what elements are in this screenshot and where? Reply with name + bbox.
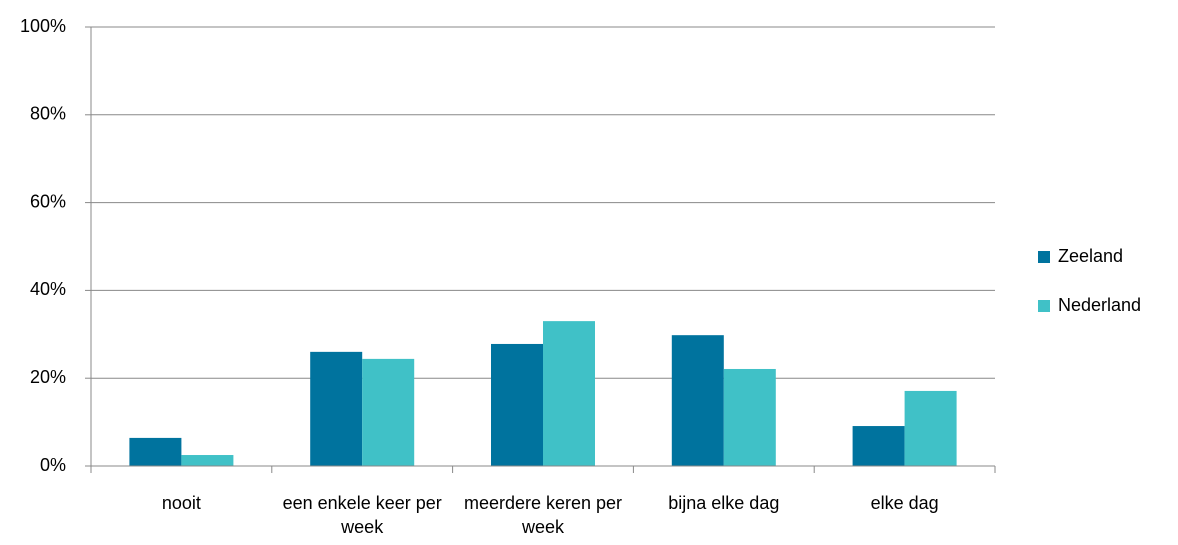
x-tick-label: elke dag [870,493,939,513]
bar [181,455,234,466]
y-tick-label: 40% [30,279,66,299]
bar [671,335,724,466]
bar [852,426,905,466]
y-tick-label: 80% [30,104,66,124]
y-tick-label: 60% [30,191,66,211]
bar [543,321,595,466]
x-tick-label: een enkele keer per week [282,493,442,537]
x-tick-label: meerdere keren per week [463,493,623,537]
bar [362,358,415,466]
x-tick-label: nooit [161,493,201,513]
legend-swatch [1038,251,1050,263]
legend-label: Nederland [1058,295,1141,315]
legend-swatch [1038,300,1050,312]
x-tick-label: bijna elke dag [668,493,780,513]
y-tick-label: 0% [40,455,66,475]
y-tick-label: 20% [30,367,66,387]
bar [723,368,776,466]
bar [129,437,182,466]
bar [491,343,543,466]
bar [904,390,957,466]
bar [310,351,363,466]
y-tick-label: 100% [20,16,66,36]
legend-label: Zeeland [1058,246,1123,266]
